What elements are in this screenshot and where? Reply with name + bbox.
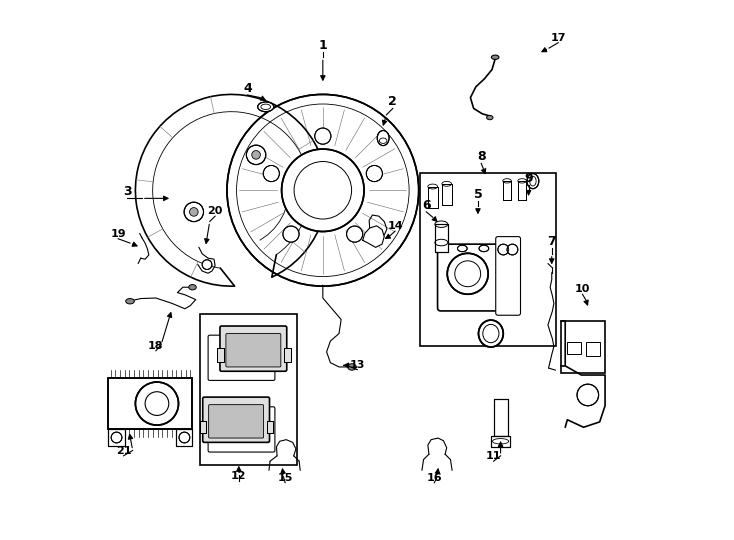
FancyBboxPatch shape bbox=[437, 244, 517, 311]
Text: 6: 6 bbox=[422, 199, 431, 212]
Text: 15: 15 bbox=[277, 472, 293, 483]
Circle shape bbox=[577, 384, 599, 406]
Text: 19: 19 bbox=[110, 229, 126, 239]
Circle shape bbox=[227, 94, 418, 286]
Bar bbox=[267, 421, 273, 433]
FancyBboxPatch shape bbox=[203, 397, 269, 442]
Text: 18: 18 bbox=[148, 341, 164, 351]
Bar bbox=[109, 429, 125, 445]
Text: 17: 17 bbox=[550, 33, 566, 43]
Circle shape bbox=[283, 226, 299, 242]
FancyBboxPatch shape bbox=[208, 404, 264, 438]
Circle shape bbox=[179, 432, 190, 443]
Ellipse shape bbox=[492, 55, 499, 59]
Bar bbox=[435, 224, 448, 252]
Ellipse shape bbox=[479, 245, 489, 252]
Bar bbox=[435, 224, 448, 252]
Text: 1: 1 bbox=[319, 39, 327, 52]
Text: 3: 3 bbox=[123, 185, 131, 198]
Circle shape bbox=[202, 260, 212, 269]
Bar bbox=[442, 184, 451, 205]
Ellipse shape bbox=[457, 245, 467, 252]
Bar bbox=[109, 429, 125, 445]
Circle shape bbox=[447, 253, 488, 294]
Bar bbox=[267, 421, 273, 433]
Bar bbox=[503, 181, 512, 200]
Circle shape bbox=[189, 207, 198, 216]
Bar bbox=[284, 348, 291, 362]
Circle shape bbox=[247, 145, 266, 165]
Text: 11: 11 bbox=[486, 451, 501, 461]
Bar bbox=[493, 399, 508, 436]
Text: 10: 10 bbox=[575, 284, 590, 294]
Bar bbox=[428, 186, 437, 208]
FancyBboxPatch shape bbox=[220, 326, 287, 372]
Text: 12: 12 bbox=[231, 471, 247, 481]
Bar bbox=[176, 429, 192, 445]
Bar bbox=[284, 348, 291, 362]
Bar bbox=[517, 181, 526, 200]
Ellipse shape bbox=[377, 131, 389, 146]
Text: 4: 4 bbox=[243, 82, 252, 95]
Circle shape bbox=[264, 165, 280, 181]
Circle shape bbox=[366, 165, 382, 181]
Bar bbox=[517, 181, 526, 200]
FancyBboxPatch shape bbox=[495, 237, 520, 315]
Text: 16: 16 bbox=[426, 472, 442, 483]
Bar bbox=[109, 377, 192, 429]
Ellipse shape bbox=[189, 285, 196, 290]
Text: 8: 8 bbox=[477, 150, 485, 164]
Bar bbox=[428, 186, 437, 208]
Bar bbox=[200, 421, 206, 433]
Bar bbox=[561, 321, 605, 374]
Bar bbox=[491, 436, 510, 447]
Bar bbox=[200, 421, 206, 433]
Bar bbox=[109, 377, 192, 429]
Text: 5: 5 bbox=[473, 188, 482, 201]
Circle shape bbox=[111, 432, 122, 443]
Circle shape bbox=[315, 128, 331, 144]
Bar bbox=[420, 173, 556, 347]
Text: 9: 9 bbox=[524, 172, 533, 185]
FancyBboxPatch shape bbox=[226, 334, 281, 367]
Ellipse shape bbox=[487, 116, 493, 120]
Ellipse shape bbox=[126, 299, 134, 304]
Text: 21: 21 bbox=[116, 446, 131, 456]
Bar bbox=[200, 314, 297, 465]
Bar bbox=[442, 184, 451, 205]
Ellipse shape bbox=[348, 364, 356, 370]
Bar bbox=[491, 436, 510, 447]
Bar bbox=[503, 181, 512, 200]
Text: 2: 2 bbox=[388, 96, 397, 109]
Bar bbox=[567, 342, 581, 354]
FancyBboxPatch shape bbox=[208, 335, 275, 380]
Bar bbox=[217, 348, 224, 362]
Text: 14: 14 bbox=[388, 221, 403, 231]
Ellipse shape bbox=[527, 173, 539, 188]
Polygon shape bbox=[363, 226, 384, 247]
Circle shape bbox=[252, 151, 261, 159]
Text: 13: 13 bbox=[349, 360, 365, 370]
Circle shape bbox=[184, 202, 203, 221]
Bar bbox=[493, 399, 508, 436]
Bar bbox=[586, 342, 600, 356]
Ellipse shape bbox=[258, 102, 274, 112]
Text: 7: 7 bbox=[548, 235, 556, 248]
Ellipse shape bbox=[479, 320, 504, 347]
Circle shape bbox=[346, 226, 363, 242]
Circle shape bbox=[135, 382, 178, 425]
Bar bbox=[217, 348, 224, 362]
Circle shape bbox=[282, 149, 364, 232]
Circle shape bbox=[507, 244, 517, 255]
Circle shape bbox=[498, 244, 509, 255]
Bar bbox=[176, 429, 192, 445]
FancyBboxPatch shape bbox=[208, 407, 275, 452]
Text: 20: 20 bbox=[208, 206, 223, 216]
